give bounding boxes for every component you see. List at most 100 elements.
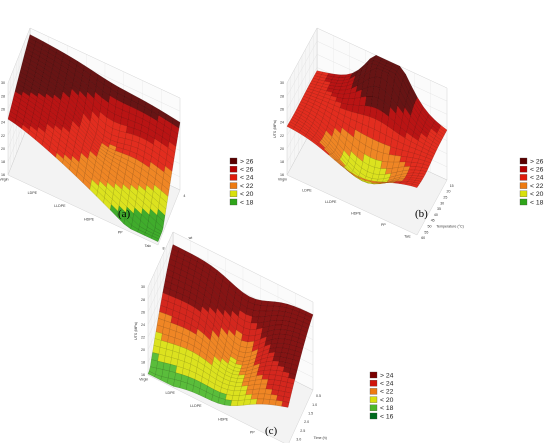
x-tick-label: 55 — [424, 230, 428, 234]
x-axis-label: Temperature (°C) — [436, 224, 464, 228]
legend-label: < 22 — [240, 183, 254, 190]
x-tick-label: 8 — [162, 246, 164, 250]
legend-swatch — [519, 198, 528, 206]
category-tick-label: LLDPE — [190, 404, 202, 408]
legend-label: < 24 — [530, 175, 544, 182]
surface-cell — [273, 301, 282, 307]
z-tick-label: 24 — [141, 323, 145, 327]
caption-c: (c) — [265, 425, 278, 437]
legend-swatch — [369, 380, 378, 387]
legend-label: < 26 — [240, 167, 254, 174]
surface-cell — [279, 329, 288, 335]
legend-swatch — [229, 174, 238, 181]
category-tick-label: PP — [381, 223, 386, 227]
category-tick-label: LDPE — [166, 391, 176, 395]
surface-cell — [235, 382, 243, 387]
surface-plot-b: 16 18 20 22 24 26 28 30 UTS (MPa) Virgin LDPE LLDPE… — [273, 27, 544, 240]
surface-cell — [273, 352, 282, 357]
z-axis-label: UTS (MPa) — [273, 120, 277, 138]
category-tick-label: PP — [250, 431, 255, 435]
surface — [7, 34, 181, 242]
x-tick-label: 3.0 — [296, 438, 301, 442]
z-tick-label: 18 — [141, 361, 145, 365]
x-axis-label: wt — [189, 236, 193, 240]
z-tick-label: 22 — [280, 134, 284, 138]
surface-cell — [230, 400, 239, 406]
legend-swatch — [519, 166, 528, 173]
legend-swatch — [369, 396, 378, 403]
z-tick-label: 16 — [141, 373, 145, 377]
x-tick-label: 40 — [434, 213, 438, 217]
legend: > 24 < 24< 22< 20< 18< 16 — [369, 371, 394, 420]
z-tick-label: 28 — [280, 94, 284, 98]
surface-cell — [269, 369, 278, 376]
chart-panel-b: 16 18 20 22 24 26 28 30 UTS (MPa) Virgin LDPE LLDPE… — [273, 0, 550, 240]
z-tick-label: 20 — [1, 147, 5, 151]
x-tick-label: 45 — [431, 219, 435, 223]
z-tick-label: 26 — [280, 107, 284, 111]
surface-cell — [151, 235, 160, 242]
surface-cell — [274, 347, 283, 353]
z-tick-label: 16 — [280, 173, 284, 177]
z-tick-label: 20 — [280, 147, 284, 151]
x-tick-label: 15 — [450, 184, 454, 188]
z-tick-label: 16 — [1, 173, 5, 177]
surface — [147, 244, 314, 408]
caption-a: (a) — [118, 208, 131, 220]
legend-swatch — [519, 174, 528, 181]
chart-panel-a: 16 18 20 22 24 26 28 30 UTS (MPa) Virgin LDPE LLDPE… — [0, 0, 275, 250]
category-tick-label: Talc — [404, 234, 411, 238]
z-tick-label: 30 — [1, 81, 5, 85]
x-tick-label: 4 — [183, 194, 185, 198]
x-tick-label: 1.0 — [312, 403, 317, 407]
surface-cell — [270, 365, 279, 371]
category-tick-label: HDPE — [84, 217, 95, 221]
legend-swatch — [229, 182, 238, 189]
category-tick-label: Virgin — [139, 378, 148, 382]
surface-cell — [252, 310, 260, 318]
legend: > 26 < 26< 24< 22< 20< 18 — [229, 157, 254, 206]
surface-cell — [280, 324, 289, 331]
x-tick-label: 2.0 — [304, 420, 309, 424]
surface-cell — [253, 304, 262, 312]
z-tick-label: 30 — [141, 285, 145, 289]
z-tick-label: 24 — [1, 121, 5, 125]
z-axis-label: UTS (MPa) — [134, 322, 138, 340]
surface-cell — [275, 400, 283, 407]
surface-cell — [281, 401, 290, 408]
legend-label: < 20 — [240, 191, 254, 198]
surface-cell — [259, 305, 268, 312]
x-tick-label: 35 — [437, 207, 441, 211]
x-tick-label: 50 — [428, 224, 432, 228]
surface-cell — [275, 320, 284, 326]
z-tick-label: 22 — [141, 335, 145, 339]
surface-cell — [231, 395, 240, 401]
category-tick-label: LLDPE — [325, 200, 337, 204]
legend-label: < 24 — [240, 175, 254, 182]
legend-label: < 22 — [530, 183, 544, 190]
caption-b: (b) — [415, 208, 428, 220]
legend-label: < 16 — [380, 413, 394, 420]
surface-cell — [233, 386, 242, 391]
z-tick-label: 28 — [141, 298, 145, 302]
legend-label: < 18 — [240, 199, 254, 206]
legend-swatch — [369, 412, 378, 420]
x-tick-label: 60 — [421, 236, 425, 240]
category-tick-label: Virgin — [0, 178, 9, 182]
z-tick-label: 26 — [1, 107, 5, 111]
surface-cell — [268, 399, 277, 406]
surface-plot-c: 16 18 20 22 24 26 28 30 UTS (MPa) Virgin LDPE LLDPE… — [134, 231, 394, 443]
surface-cell — [263, 393, 272, 400]
surface-cell — [268, 374, 276, 381]
category-tick-label: LDPE — [302, 189, 312, 193]
chart-panel-c: 16 18 20 22 24 26 28 30 UTS (MPa) Virgin LDPE LLDPE… — [134, 222, 415, 443]
surface-cell — [272, 305, 281, 312]
surface-cell — [271, 360, 280, 367]
legend-label: < 18 — [530, 199, 544, 206]
surface-cell — [278, 333, 287, 340]
surface-cell — [272, 356, 281, 362]
